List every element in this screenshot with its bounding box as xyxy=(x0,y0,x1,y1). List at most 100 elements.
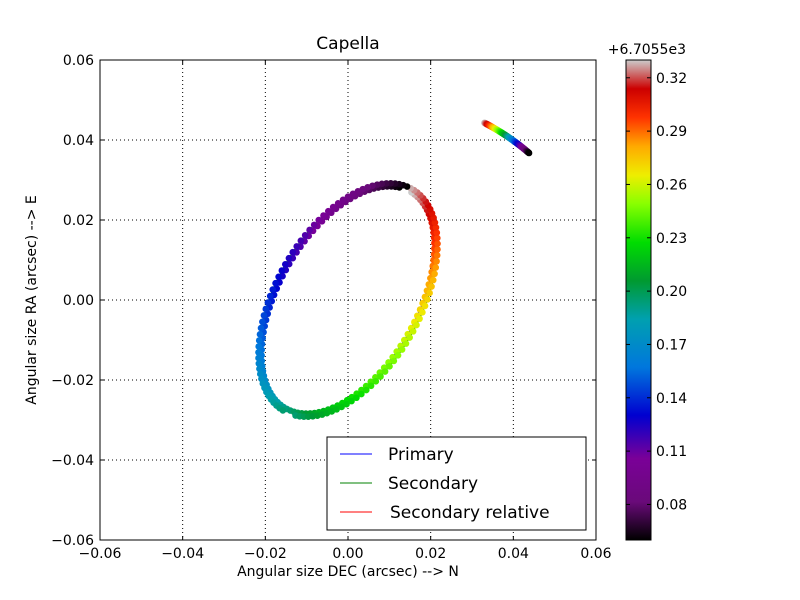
x-tick-label: −0.04 xyxy=(161,546,204,562)
secondary-point xyxy=(426,289,433,297)
secondary-point xyxy=(278,267,286,274)
secondary-point xyxy=(432,264,440,271)
y-tick-label: −0.06 xyxy=(51,533,94,549)
secondary-point xyxy=(297,237,305,245)
secondary-point xyxy=(344,193,352,200)
x-tick-labels: −0.06 −0.04 −0.02 0.00 0.02 0.04 0.06 xyxy=(79,546,612,562)
legend-label-secondary: Secondary xyxy=(388,474,478,494)
secondary-point xyxy=(334,200,342,207)
secondary-point xyxy=(434,240,441,247)
y-tick-label: 0.06 xyxy=(63,53,94,69)
secondary-point xyxy=(255,337,263,344)
colorbar-tick-label: 0.08 xyxy=(656,497,687,513)
secondary-point xyxy=(359,185,367,193)
x-tick-label: −0.02 xyxy=(244,546,287,562)
secondary-point xyxy=(428,283,435,290)
secondary-point xyxy=(264,299,272,306)
secondary-point xyxy=(329,203,337,211)
x-tick-label: −0.06 xyxy=(79,546,122,562)
colorbar-tick-label: 0.20 xyxy=(656,284,687,300)
x-axis-label: Angular size DEC (arcsec) --> N xyxy=(237,564,459,580)
secondary-point xyxy=(285,254,293,262)
secondary-point xyxy=(260,312,268,319)
colorbar-tick-label: 0.23 xyxy=(656,231,687,247)
secondary-point xyxy=(343,400,350,408)
secondary-point xyxy=(266,292,274,300)
secondary-point xyxy=(354,188,362,195)
secondary-point xyxy=(255,360,263,367)
colorbar-ticks: 0.32 0.29 0.26 0.23 0.20 0.17 0.14 0.11 0.08 xyxy=(626,71,687,513)
secondary-point xyxy=(419,309,426,316)
secondary-point xyxy=(255,354,262,362)
secondary-point xyxy=(255,343,262,350)
y-tick-label: 0.00 xyxy=(63,293,94,309)
secondary-point xyxy=(259,318,266,326)
secondary-point xyxy=(269,286,277,293)
secondary-point xyxy=(434,246,441,253)
colorbar-offset-label: +6.7055e3 xyxy=(608,42,686,58)
x-tick-label: 0.04 xyxy=(498,546,529,562)
secondary-point xyxy=(358,390,365,398)
secondary-point xyxy=(272,279,279,287)
colorbar-tick-label: 0.17 xyxy=(656,337,687,353)
secondary-relative-point xyxy=(525,149,533,157)
axis-ticks xyxy=(99,59,597,541)
secondary-point xyxy=(409,328,417,335)
secondary-point xyxy=(362,386,370,394)
secondary-point xyxy=(256,331,264,338)
secondary-point xyxy=(262,305,270,313)
colorbar: 0.32 0.29 0.26 0.23 0.20 0.17 0.14 0.11 0.08 +6.… xyxy=(608,42,687,541)
secondary-point xyxy=(377,373,384,380)
x-tick-label: 0.02 xyxy=(415,546,446,562)
secondary-point xyxy=(320,212,327,219)
chart-title: Capella xyxy=(316,34,379,54)
secondary-point xyxy=(310,221,318,229)
colorbar-tick-label: 0.29 xyxy=(656,124,687,140)
colorbar-gradient xyxy=(625,59,652,541)
secondary-point xyxy=(339,196,347,204)
secondary-point xyxy=(275,273,282,281)
secondary-point xyxy=(421,302,429,310)
secondary-point xyxy=(416,315,423,323)
y-tick-label: 0.04 xyxy=(63,133,94,149)
secondary-point xyxy=(353,394,360,402)
secondary-point xyxy=(367,382,375,390)
secondary-point xyxy=(289,248,297,256)
secondary-point xyxy=(301,231,309,239)
legend-label-secondary-relative: Secondary relative xyxy=(390,503,550,523)
secondary-point xyxy=(433,258,440,265)
secondary-point xyxy=(257,324,265,332)
secondary-point xyxy=(386,363,393,370)
secondary-point xyxy=(279,407,287,414)
secondary-point xyxy=(372,378,380,385)
legend: Primary Secondary Secondary relative xyxy=(326,436,587,531)
secondary-point xyxy=(348,397,355,405)
secondary-point xyxy=(406,334,413,341)
secondary-point xyxy=(424,296,431,303)
secondary-point xyxy=(394,352,402,359)
secondary-point xyxy=(402,340,410,347)
secondary-point xyxy=(255,349,262,356)
secondary-point xyxy=(434,234,441,242)
secondary-point xyxy=(433,229,441,237)
y-axis-label: Angular size RA (arcsec) --> E xyxy=(24,195,40,405)
y-tick-label: −0.04 xyxy=(51,453,94,469)
colorbar-tick-label: 0.26 xyxy=(656,177,687,193)
secondary-point xyxy=(281,260,289,268)
secondary-point xyxy=(306,226,313,234)
secondary-point xyxy=(381,368,389,375)
secondary-point xyxy=(256,365,263,373)
secondary-point xyxy=(338,403,345,411)
x-tick-label: 0.06 xyxy=(580,546,611,562)
x-tick-label: 0.00 xyxy=(332,546,363,562)
secondary-point xyxy=(333,406,340,413)
secondary-point xyxy=(293,243,301,250)
secondary-point xyxy=(324,207,332,215)
secondary-point xyxy=(431,270,438,278)
colorbar-tick-label: 0.11 xyxy=(656,444,687,460)
secondary-point xyxy=(398,346,406,353)
y-tick-labels: 0.06 0.04 0.02 0.00 −0.02 −0.04 −0.06 xyxy=(51,53,94,549)
secondary-point xyxy=(429,276,437,284)
colorbar-tick-label: 0.14 xyxy=(656,391,687,407)
